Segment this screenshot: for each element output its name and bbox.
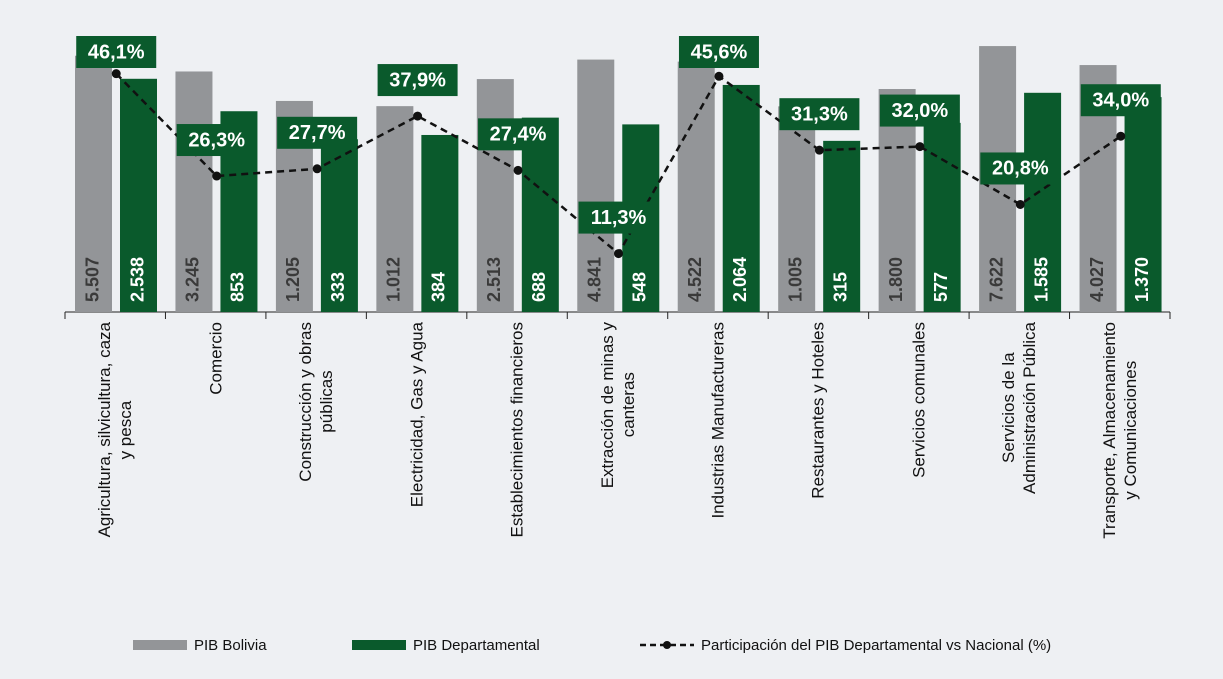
line-value-label: 26,3% xyxy=(188,129,245,151)
line-point xyxy=(1116,131,1126,141)
bar-value-label: 4.841 xyxy=(585,257,605,302)
x-tick-label: Servicios comunales xyxy=(909,322,929,478)
line-value-label: 27,4% xyxy=(490,124,547,146)
bar-value-label: 3.245 xyxy=(183,257,203,302)
line-value-label: 32,0% xyxy=(892,100,949,122)
bar xyxy=(421,134,459,312)
bar xyxy=(677,61,715,312)
bar xyxy=(778,106,816,312)
x-tick-label: Agricultura, silvicultura, caza y pesca xyxy=(95,322,136,538)
bar-value-label: 7.622 xyxy=(986,257,1006,302)
value-label-box xyxy=(76,36,157,68)
bar xyxy=(823,140,861,312)
line-value-label: 37,9% xyxy=(389,69,446,91)
line-point xyxy=(312,164,322,174)
line-value-label: 31,3% xyxy=(791,103,848,125)
bar-value-label: 4.027 xyxy=(1087,257,1107,302)
legend-swatch xyxy=(133,640,187,650)
line-point xyxy=(212,171,222,181)
line-point xyxy=(513,165,523,175)
bar xyxy=(75,55,112,313)
bar-value-label: 5.507 xyxy=(82,257,102,302)
bar xyxy=(320,139,358,312)
value-label-box xyxy=(377,64,458,97)
x-tick-label: Construcción y obras públicas xyxy=(296,322,337,482)
line-value-label: 27,7% xyxy=(289,122,346,144)
line-point xyxy=(614,249,623,259)
bar xyxy=(476,79,514,312)
bar xyxy=(175,71,213,312)
line-point xyxy=(714,71,724,81)
bar xyxy=(722,84,760,312)
bar xyxy=(376,106,414,312)
legend-swatch xyxy=(352,640,406,650)
legend-marker xyxy=(663,641,671,649)
bar xyxy=(120,78,157,312)
bar-value-label: 2.538 xyxy=(127,257,147,302)
bar-value-label: 2.064 xyxy=(730,257,750,302)
line-value-label: 11,3% xyxy=(591,207,647,229)
legend-label: Participación del PIB Departamental vs N… xyxy=(701,637,1051,654)
bar-value-label: 577 xyxy=(931,272,951,302)
x-tick-label: Extracción de minas y canteras xyxy=(597,322,638,489)
bar xyxy=(577,59,615,313)
line-point xyxy=(111,69,121,79)
value-label-box xyxy=(879,94,960,127)
line-point xyxy=(1015,199,1025,209)
bar xyxy=(1024,92,1062,312)
line-value-label: 20,8% xyxy=(992,158,1049,180)
line-point xyxy=(814,145,824,155)
x-tick-label: Comercio xyxy=(206,322,226,395)
bar-value-label: 853 xyxy=(228,272,248,302)
legend-label: PIB Bolivia xyxy=(194,637,267,654)
x-tick-label: Electricidad, Gas y Agua xyxy=(407,322,427,508)
bar-value-label: 4.522 xyxy=(685,257,705,302)
bar-value-label: 1.205 xyxy=(283,257,303,302)
value-label-box xyxy=(578,201,659,234)
bar-value-label: 1.585 xyxy=(1031,257,1051,302)
value-label-box xyxy=(176,124,257,157)
bar-value-label: 2.513 xyxy=(484,257,504,302)
line-point xyxy=(413,111,423,121)
bar-value-label: 333 xyxy=(328,272,348,302)
x-tick-label: Servicios de la Administración Pública xyxy=(999,322,1040,494)
x-tick-label: Restaurantes y Hoteles xyxy=(808,322,828,499)
bar-value-label: 1.370 xyxy=(1132,257,1152,302)
value-label-box xyxy=(478,118,559,151)
bar-value-label: 315 xyxy=(830,272,850,302)
bar-value-label: 1.012 xyxy=(384,257,404,302)
value-label-box xyxy=(277,116,358,149)
value-label-box xyxy=(779,98,860,131)
value-label-box xyxy=(678,36,759,68)
line-value-label: 46,1% xyxy=(88,41,145,63)
bar-value-label: 548 xyxy=(630,272,650,302)
value-label-box xyxy=(1080,84,1161,117)
bar-value-label: 384 xyxy=(429,272,449,302)
value-label-box xyxy=(980,152,1061,185)
bar xyxy=(1124,97,1162,312)
x-tick-label: Transporte, Almacenamiento y Comunicacio… xyxy=(1099,322,1140,539)
bar-value-label: 1.005 xyxy=(785,257,805,302)
x-tick-label: Establecimientos financieros xyxy=(507,322,527,538)
line-value-label: 34,0% xyxy=(1092,90,1149,112)
legend-label: PIB Departamental xyxy=(413,637,540,654)
bar-value-label: 1.800 xyxy=(886,257,906,302)
bar xyxy=(923,122,961,312)
bar-value-label: 688 xyxy=(529,272,549,302)
x-tick-label: Industrias Manufactureras xyxy=(708,322,728,519)
line-value-label: 45,6% xyxy=(691,41,748,63)
line-point xyxy=(915,142,925,152)
